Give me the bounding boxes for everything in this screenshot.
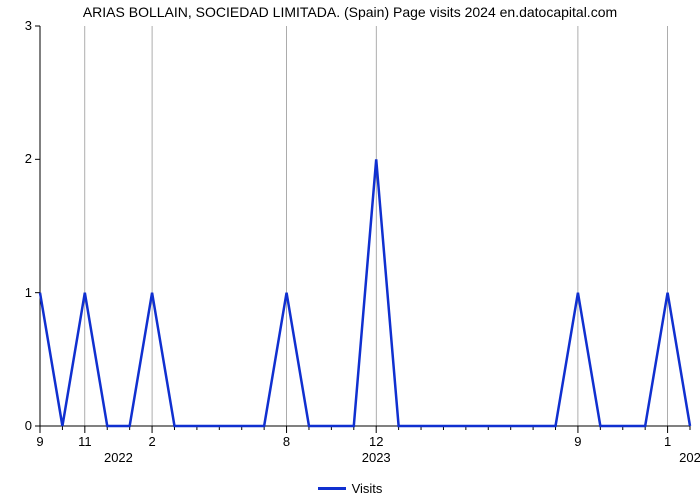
x-tick-label: 12 <box>369 434 383 449</box>
x-year-label: 2023 <box>362 450 391 465</box>
x-tick-label: 9 <box>36 434 43 449</box>
y-tick-label: 2 <box>12 151 32 166</box>
x-tick-label: 8 <box>283 434 290 449</box>
x-year-label: 2022 <box>104 450 133 465</box>
chart-container: ARIAS BOLLAIN, SOCIEDAD LIMITADA. (Spain… <box>0 0 700 500</box>
y-tick-label: 1 <box>12 285 32 300</box>
x-tick-label: 1 <box>664 434 671 449</box>
chart-plot <box>0 0 700 500</box>
x-tick-label: 2 <box>148 434 155 449</box>
legend: Visits <box>0 481 700 496</box>
y-tick-label: 3 <box>12 18 32 33</box>
x-tick-label: 11 <box>78 434 92 449</box>
legend-label: Visits <box>352 481 383 496</box>
x-tick-label: 9 <box>574 434 581 449</box>
y-tick-label: 0 <box>12 418 32 433</box>
legend-swatch <box>318 487 346 490</box>
x-year-label: 202 <box>679 450 700 465</box>
